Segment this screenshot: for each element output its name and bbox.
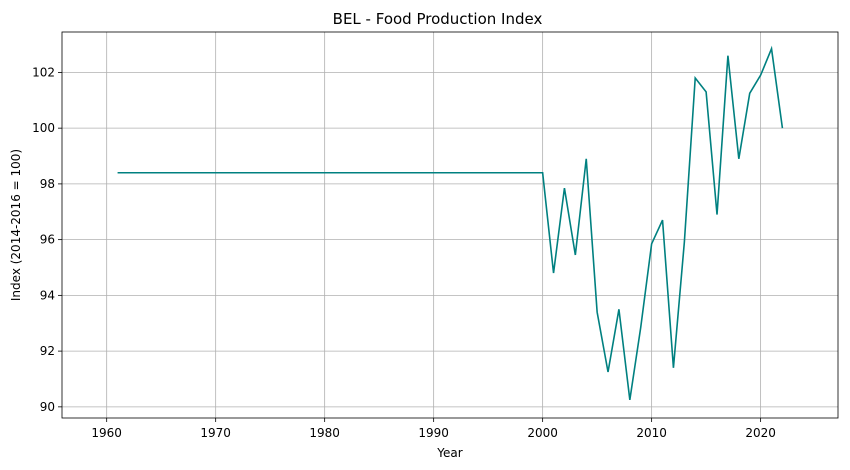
series-line xyxy=(117,45,784,400)
x-tick-label: 1960 xyxy=(91,426,122,440)
y-tick-label: 90 xyxy=(40,400,55,414)
y-axis-ticks: 90 92 94 96 98 100 102 xyxy=(32,65,62,414)
x-tick-label: 1990 xyxy=(418,426,449,440)
grid-lines xyxy=(62,32,838,418)
y-tick-label: 100 xyxy=(32,121,55,135)
y-tick-label: 94 xyxy=(40,288,55,302)
y-axis-label: Index (2014-2016 = 100) xyxy=(9,149,23,301)
x-tick-label: 2020 xyxy=(745,426,776,440)
x-tick-label: 1980 xyxy=(309,426,340,440)
x-tick-label: 1970 xyxy=(200,426,231,440)
y-tick-label: 98 xyxy=(40,177,55,191)
chart-title: BEL - Food Production Index xyxy=(333,10,543,28)
plot-frame xyxy=(61,31,839,419)
y-tick-label: 102 xyxy=(32,65,55,79)
x-axis-label: Year xyxy=(436,446,462,460)
x-axis-ticks: 1960 1970 1980 1990 2000 2010 2020 xyxy=(91,418,776,440)
y-tick-label: 96 xyxy=(40,233,55,247)
x-tick-label: 2000 xyxy=(527,426,558,440)
y-tick-label: 92 xyxy=(40,344,55,358)
x-tick-label: 2010 xyxy=(636,426,667,440)
